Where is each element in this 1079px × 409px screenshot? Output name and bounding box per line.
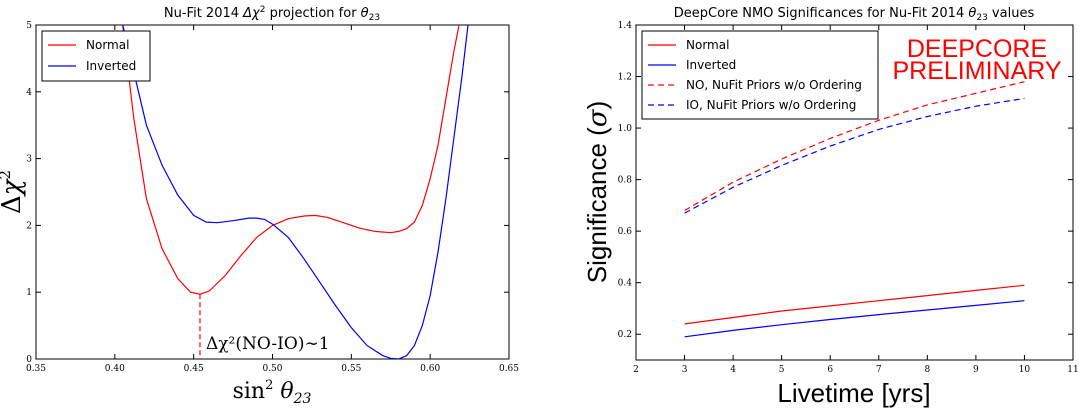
y-tick-label: 0.6 [618, 227, 633, 237]
y-axis-label: Significance (σ) [582, 101, 613, 284]
y-tick-label: 2 [26, 221, 32, 231]
legend: Normal Inverted NO, NuFit Priors w/o Order… [641, 30, 879, 120]
chart-title: Nu-Fit 2014 Δχ2 projection for θ23 [164, 5, 380, 23]
x-tick-label: 5 [779, 365, 785, 375]
x-axis-label: Livetime [yrs] [777, 378, 930, 408]
nmo-significance-chart: DeepCore NMO Significances for Nu-Fit 20… [582, 6, 1079, 408]
x-tick-label: 9 [973, 365, 979, 375]
axis-ticks: 2 3 4 5 6 7 8 9 10 11 0.2 0.4 0.6 0.8 1.0 1.2 1.4 [618, 21, 1079, 375]
series-line-normal [684, 284, 1025, 325]
x-tick-label: 0.35 [26, 364, 46, 374]
x-tick-label: 4 [730, 365, 736, 375]
y-tick-label: 4 [26, 88, 32, 98]
y-tick-label: 0.8 [618, 176, 633, 186]
x-tick-label: 3 [682, 365, 688, 375]
x-tick-label: 0.65 [499, 364, 519, 374]
y-tick-label: 5 [26, 21, 32, 31]
legend-label: Inverted [86, 59, 136, 73]
series-line-normal [122, 25, 460, 295]
y-tick-label: 0.4 [618, 279, 633, 289]
y-tick-label: 1.2 [618, 73, 632, 83]
plot-frame [635, 24, 1074, 361]
legend-box [41, 30, 151, 82]
y-tick-label: 1 [26, 288, 32, 298]
series-line-io-nufit-priors-w-o-ordering [684, 97, 1025, 214]
legend-label: Normal [86, 38, 129, 52]
x-tick-label: 0.40 [105, 364, 125, 374]
legend-label: Normal [686, 38, 729, 52]
y-tick-label: 0 [26, 355, 32, 365]
x-tick-label: 8 [924, 365, 930, 375]
annotation: Δχ²(NO-IO)∼1 [199, 294, 330, 359]
series-lines [122, 25, 469, 359]
series-lines [684, 81, 1025, 338]
watermark-line-2: PRELIMINARY [892, 57, 1061, 85]
chi2-projection-chart: Nu-Fit 2014 Δχ2 projection for θ23 0.35 0… [0, 5, 519, 407]
annotation-text: Δχ²(NO-IO)∼1 [206, 334, 330, 354]
watermark-line-1: DEEPCORE [907, 35, 1047, 63]
y-tick-label: 0.2 [618, 330, 632, 340]
x-tick-label: 2 [633, 365, 639, 375]
x-axis-label: sin2 θ23 [233, 378, 312, 407]
y-tick-label: 1.4 [618, 21, 633, 31]
legend: Normal Inverted [41, 30, 151, 82]
y-tick-label: 3 [26, 155, 32, 165]
y-axis-label: Δχ2 [0, 170, 27, 214]
x-tick-label: 0.45 [184, 364, 204, 374]
x-tick-label: 6 [827, 365, 833, 375]
series-line-inverted [122, 25, 469, 359]
legend-label: IO, NuFit Priors w/o Ordering [686, 98, 856, 112]
x-tick-label: 11 [1067, 365, 1078, 375]
x-tick-label: 0.55 [341, 364, 361, 374]
legend-box [641, 30, 879, 120]
chart-title: DeepCore NMO Significances for Nu-Fit 20… [674, 6, 1035, 23]
x-tick-label: 7 [876, 365, 882, 375]
series-line-inverted [684, 300, 1025, 338]
legend-label: Inverted [686, 58, 736, 72]
x-tick-label: 0.60 [420, 364, 440, 374]
legend-label: NO, NuFit Priors w/o Ordering [686, 78, 862, 92]
x-tick-label: 0.50 [262, 364, 282, 374]
axis-ticks: 0.35 0.40 0.45 0.50 0.55 0.60 0.65 0 1 2 3 4 5 [26, 21, 519, 374]
x-tick-label: 10 [1019, 365, 1031, 375]
series-line-no-nufit-priors-w-o-ordering [684, 81, 1025, 212]
y-tick-label: 1.0 [618, 124, 633, 134]
